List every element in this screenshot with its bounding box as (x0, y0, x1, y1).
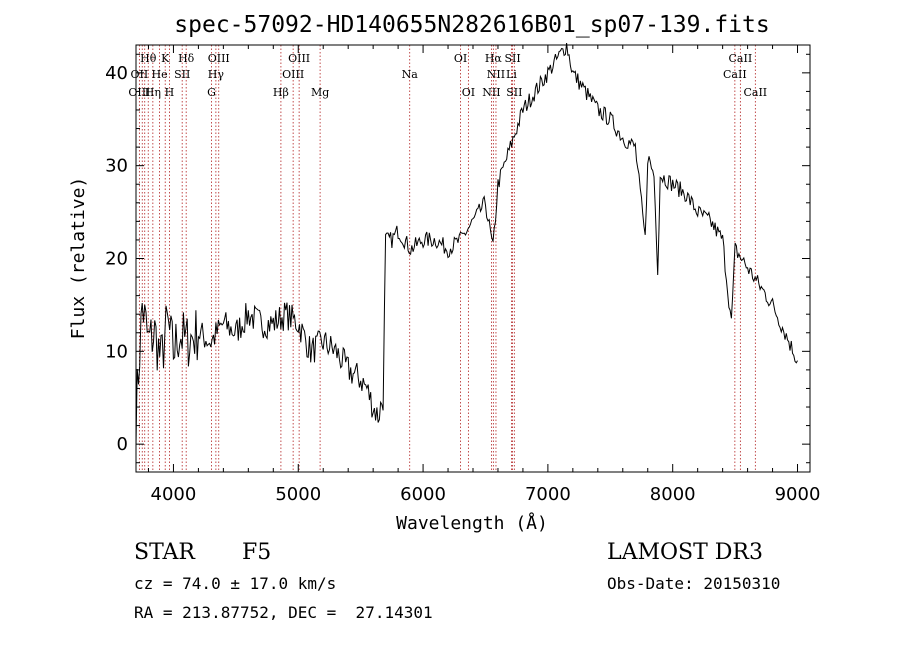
y-tick-label: 30 (105, 156, 128, 177)
line-label: OI (462, 86, 475, 99)
y-tick-label: 20 (105, 249, 128, 270)
line-label: OIII (288, 52, 310, 65)
x-axis-label: Wavelength (Å) (396, 512, 548, 534)
y-tick-label: 40 (105, 63, 128, 84)
survey-name: LAMOST DR3 (607, 540, 763, 565)
x-tick-label: 4000 (151, 484, 197, 505)
line-label: OIII (128, 86, 150, 99)
x-axis: 4000 5000 6000 7000 8000 9000 (147, 45, 821, 505)
line-label: Hη (145, 86, 161, 99)
line-label: NII (487, 68, 505, 81)
x-tick-label: 5000 (275, 484, 321, 505)
line-label: CaII (743, 86, 767, 99)
y-axis-label: Flux (relative) (68, 177, 89, 340)
y-tick-label: 0 (117, 434, 128, 455)
line-label: K (161, 52, 170, 65)
line-label: CaII (723, 68, 747, 81)
line-label: Li (506, 68, 517, 81)
line-label: Hβ (273, 86, 289, 99)
spectrum-series (135, 43, 798, 447)
line-label: CaII (729, 52, 753, 65)
x-tick-label: 8000 (650, 484, 696, 505)
line-label: OIII (208, 52, 230, 65)
line-label: NII (482, 86, 500, 99)
spectrum-chart: spec-57092-HD140655N282616B01_sp07-139.f… (68, 12, 821, 534)
line-label: SII (504, 52, 520, 65)
plot-frame (135, 44, 811, 473)
reference-lines (138, 45, 756, 472)
coordinates: RA = 213.87752, DEC = 27.14301 (134, 603, 433, 622)
observation-date: Obs-Date: 20150310 (607, 574, 781, 593)
line-label: H (165, 86, 175, 99)
spectrum-line (135, 43, 798, 447)
y-tick-label: 10 (105, 341, 128, 362)
line-label: Mg (311, 86, 329, 99)
line-label: Hγ (208, 68, 225, 81)
line-label: OI (454, 52, 467, 65)
redshift-cz: cz = 74.0 ± 17.0 km/s (134, 574, 337, 593)
line-label: SII (506, 86, 522, 99)
line-label: SII (174, 68, 190, 81)
x-tick-label: 7000 (525, 484, 571, 505)
x-tick-label: 6000 (400, 484, 446, 505)
object-subclass: F5 (242, 540, 272, 565)
line-label: He (152, 68, 168, 81)
line-label: OII (131, 68, 149, 81)
line-label: Hθ (140, 52, 157, 65)
line-label: G (207, 86, 216, 99)
line-label: Hα (485, 52, 503, 65)
line-label: Hδ (178, 52, 195, 65)
line-label: OIII (282, 68, 304, 81)
line-label: Na (402, 68, 419, 81)
chart-title: spec-57092-HD140655N282616B01_sp07-139.f… (174, 12, 769, 38)
x-tick-label: 9000 (775, 484, 821, 505)
y-axis: 0 10 20 30 40 (105, 53, 810, 464)
object-class: STAR (134, 540, 195, 565)
